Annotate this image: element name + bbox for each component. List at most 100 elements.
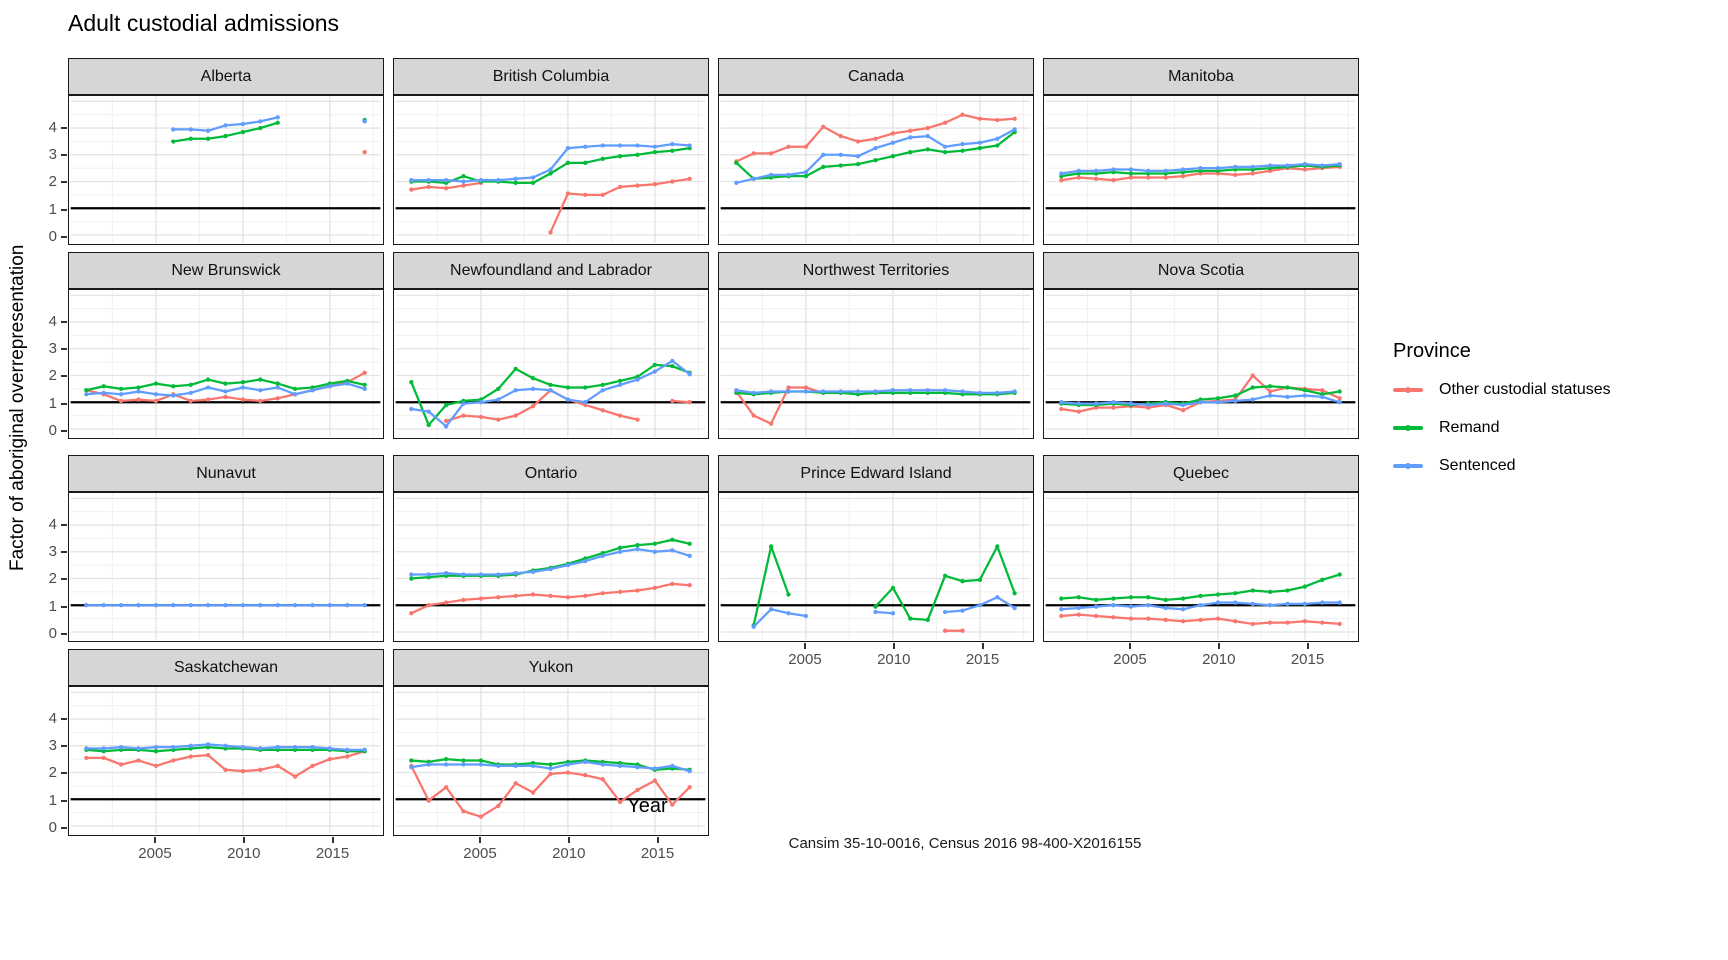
legend-point-icon [1405,463,1411,469]
y-tick-mark [61,320,67,323]
plot-area-prince-edward-island [720,493,1031,640]
facet-strip-nunavut: Nunavut [68,455,384,492]
y-tick-mark [61,632,67,635]
y-tick-mark [61,348,67,350]
series-sentenced [171,115,367,133]
plot-area-alberta [70,96,381,243]
y-tick-mark [61,745,67,747]
legend: Province Other custodial statuses Remand S… [1393,340,1611,495]
facet-strip-label: Yukon [528,658,574,676]
facet-strip-ontario: Ontario [393,455,709,492]
plot-area-yukon [395,687,706,834]
series-other [84,749,367,779]
x-tick-mark [1306,643,1309,649]
gridlines [395,290,706,437]
y-tick-label: 0 [48,227,57,245]
series-sentenced [1059,393,1342,408]
panel-nunavut [68,492,384,642]
panel-manitoba [1043,95,1359,245]
x-tick-label: 2015 [640,845,675,862]
legend-label: Remand [1439,419,1500,436]
x-tick-label: 2005 [138,845,172,862]
series-sentenced [409,358,692,429]
x-tick-mark [242,837,245,843]
x-axis-title: Year [627,795,668,817]
y-tick-label: 4 [48,312,57,330]
series-remand [409,145,692,185]
facet-strip-label: Newfoundland and Labrador [450,261,652,279]
y-tick-mark [61,523,67,526]
x-tick-mark [1128,643,1131,649]
series-sentenced [1059,161,1342,176]
gridlines [70,687,381,834]
y-tick-mark [61,235,67,238]
gridlines [720,290,1031,437]
facet-strip-saskatchewan: Saskatchewan [68,649,384,686]
series-remand [84,377,367,393]
series-other [362,149,367,155]
x-tick-label: 2010 [227,845,261,862]
legend-label: Sentenced [1439,457,1516,474]
facet-strip-label: Ontario [524,464,578,482]
series-sentenced [84,381,367,398]
gridlines [395,687,706,834]
y-tick-mark [61,208,67,211]
plot-area-ontario [395,493,706,640]
gridlines [70,493,381,640]
series-other [409,763,692,819]
gridlines [70,290,381,437]
y-tick-mark [61,154,67,156]
y-tick-label: 0 [48,624,57,642]
facet-strip-label: Alberta [200,67,252,85]
legend-key-remand-icon [1393,425,1423,431]
x-tick-label: 2010 [1202,651,1236,668]
gridlines [395,493,706,640]
y-tick-label: 4 [48,118,57,136]
panel-nova-scotia [1043,289,1359,439]
series-other [942,628,965,633]
series-sentenced [84,603,367,608]
y-tick-mark [61,605,67,608]
facet-strip-yukon: Yukon [393,649,709,686]
y-tick-mark [61,799,67,802]
series-remand [751,544,1017,628]
y-tick-label: 3 [48,543,57,560]
x-tick-mark [478,837,481,843]
series-sentenced [84,742,367,752]
y-tick-label: 4 [48,709,57,727]
y-tick-label: 0 [48,818,57,836]
series-sentenced [409,759,692,774]
facet-strip-label: Nunavut [196,464,256,482]
plot-area-new-brunswick [70,290,381,437]
y-tick-mark [61,578,67,581]
legend-item-sentenced: Sentenced [1393,457,1611,475]
series-sentenced [734,388,1017,396]
panel-british-columbia [393,95,709,245]
facet-strip-prince-edward-island: Prince Edward Island [718,455,1034,492]
facet-strip-northwest-territories: Northwest Territories [718,252,1034,289]
facet-strip-nova-scotia: Nova Scotia [1043,252,1359,289]
legend-key-sentenced-icon [1393,463,1423,469]
legend-item-remand: Remand [1393,419,1611,437]
panel-ontario [393,492,709,642]
y-tick-label: 4 [48,515,57,533]
series-sentenced [734,127,1017,185]
y-tick-label: 2 [48,367,57,385]
series-sentenced [1059,600,1342,612]
y-tick-mark [61,429,67,432]
series-remand [409,362,692,428]
facet-strip-label: Prince Edward Island [800,464,952,482]
y-tick-mark [61,126,67,129]
series-sentenced [409,141,692,184]
series-sentenced [751,595,1017,629]
y-tick-mark [61,772,67,775]
x-tick-label: 2005 [788,651,822,668]
series-remand [1059,572,1342,603]
facet-strip-label: Nova Scotia [1157,261,1245,279]
panel-newfoundland-and-labrador [393,289,709,439]
series-remand [734,129,1017,181]
plot-area-manitoba [1045,96,1356,243]
y-tick-label: 1 [48,200,57,218]
series-sentenced [409,546,692,577]
